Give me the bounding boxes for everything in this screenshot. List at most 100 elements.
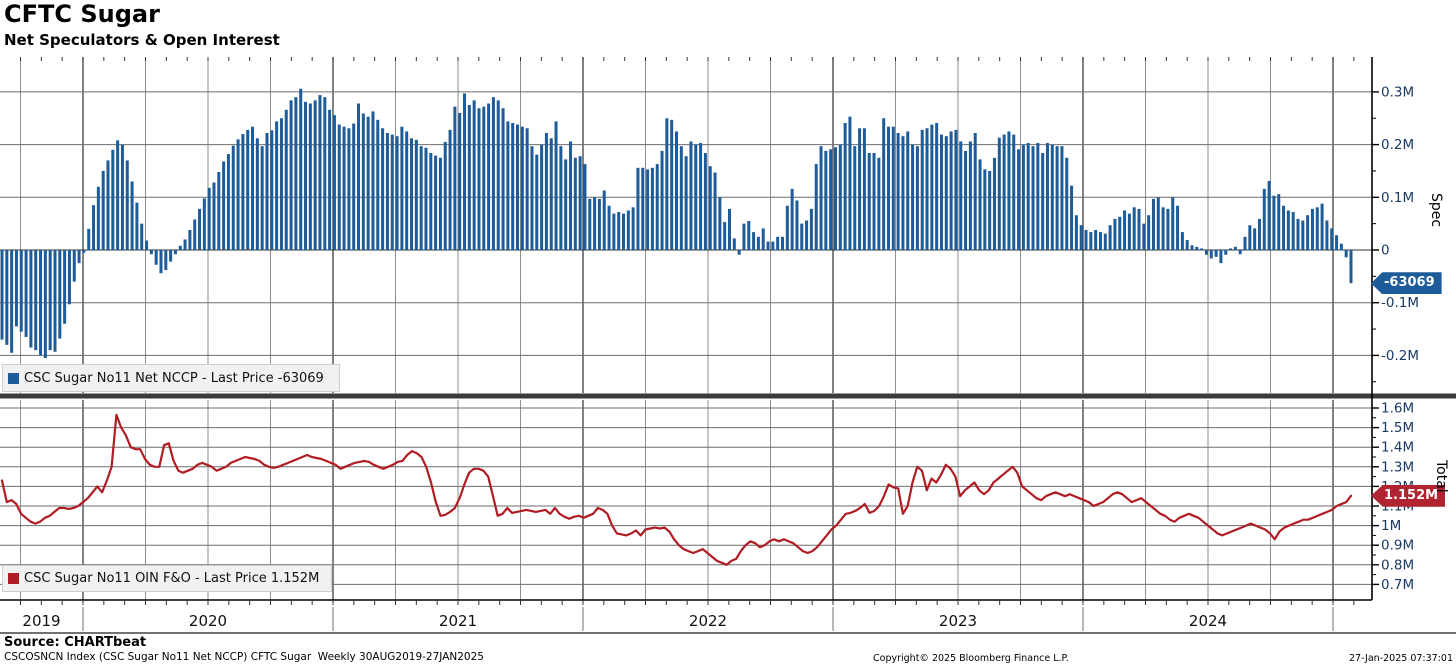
net-position-bar bbox=[1151, 198, 1155, 250]
net-position-bar bbox=[366, 116, 370, 250]
net-position-bar bbox=[1132, 207, 1136, 250]
net-position-bar bbox=[24, 250, 28, 337]
legend-net-nccp[interactable]: CSC Sugar No11 Net NCCP - Last Price -63… bbox=[2, 364, 340, 392]
net-position-bar bbox=[805, 220, 809, 250]
net-position-bar bbox=[997, 137, 1001, 250]
axis-tick-label: 1M bbox=[1381, 518, 1401, 534]
net-position-bar bbox=[809, 208, 813, 250]
net-position-bar bbox=[43, 250, 47, 359]
net-position-bar bbox=[728, 208, 731, 250]
net-position-bar bbox=[385, 133, 389, 250]
net-position-bar bbox=[983, 169, 987, 250]
net-position-bar bbox=[901, 136, 905, 250]
net-position-bar bbox=[636, 167, 640, 250]
net-position-bar bbox=[516, 124, 520, 250]
net-position-bar bbox=[1204, 250, 1208, 255]
net-position-bar bbox=[275, 121, 279, 250]
net-position-bar bbox=[1195, 246, 1199, 250]
net-position-bar bbox=[853, 146, 857, 250]
net-position-bar bbox=[236, 139, 240, 250]
net-position-bar bbox=[313, 100, 317, 250]
net-position-bar bbox=[226, 154, 230, 250]
net-position-bar bbox=[246, 129, 250, 250]
net-position-bar bbox=[491, 97, 495, 250]
net-position-bar bbox=[318, 95, 322, 250]
net-position-bar bbox=[641, 167, 645, 250]
net-position-bar bbox=[477, 108, 481, 251]
net-position-bar bbox=[323, 97, 327, 250]
year-label: 2023 bbox=[939, 612, 977, 630]
net-position-bar bbox=[1142, 223, 1146, 250]
net-position-bar bbox=[400, 126, 404, 250]
net-position-bar bbox=[48, 250, 52, 351]
net-position-bar bbox=[785, 205, 789, 250]
net-position-bar bbox=[1041, 153, 1045, 250]
net-position-bar bbox=[622, 213, 625, 250]
net-position-bar bbox=[149, 250, 153, 255]
net-position-bar bbox=[106, 160, 110, 250]
net-position-bar bbox=[588, 198, 592, 250]
net-position-bar bbox=[973, 133, 977, 250]
net-position-bar bbox=[159, 250, 163, 274]
copyright-label: Copyright© 2025 Bloomberg Finance L.P. bbox=[873, 653, 1069, 664]
net-position-bar bbox=[906, 131, 910, 251]
net-position-bar bbox=[77, 250, 81, 264]
net-position-bar bbox=[1325, 220, 1329, 250]
net-position-bar bbox=[178, 245, 182, 250]
net-position-bar bbox=[795, 200, 799, 250]
net-position-bar bbox=[1190, 245, 1194, 250]
net-position-bar bbox=[597, 198, 601, 250]
net-position-bar bbox=[1166, 208, 1170, 250]
net-position-bar bbox=[1050, 144, 1054, 250]
net-position-bar bbox=[1070, 185, 1074, 250]
net-position-bar bbox=[819, 146, 823, 250]
net-position-bar bbox=[1094, 229, 1098, 250]
legend-oin-fo[interactable]: CSC Sugar No11 OIN F&O - Last Price 1.15… bbox=[2, 565, 332, 592]
net-position-bar bbox=[920, 129, 924, 250]
net-position-bar bbox=[0, 250, 4, 340]
net-position-bar bbox=[116, 140, 120, 250]
net-position-bar bbox=[992, 157, 996, 250]
net-position-bar bbox=[1209, 250, 1213, 259]
net-position-bar bbox=[410, 138, 414, 250]
net-position-bar bbox=[511, 122, 515, 250]
net-position-bar bbox=[1282, 205, 1286, 250]
axis-tick-label: 0.8M bbox=[1381, 557, 1414, 573]
axis-tick-label: 1.3M bbox=[1381, 459, 1414, 475]
net-position-bar bbox=[294, 97, 298, 250]
net-position-bar bbox=[1084, 229, 1088, 250]
net-position-bar bbox=[583, 164, 587, 250]
net-position-bar bbox=[660, 150, 664, 250]
net-position-bar bbox=[183, 239, 187, 250]
net-position-bar bbox=[525, 128, 529, 250]
net-position-bar bbox=[501, 108, 505, 251]
net-position-bar bbox=[231, 145, 235, 250]
blue-series-swatch-icon bbox=[8, 372, 19, 384]
net-position-bar bbox=[833, 147, 837, 251]
net-position-bar bbox=[694, 144, 698, 250]
net-position-bar bbox=[593, 197, 597, 250]
net-position-bar bbox=[843, 122, 847, 250]
net-position-bar bbox=[675, 131, 678, 251]
year-label: 2019 bbox=[22, 612, 60, 630]
net-position-bar bbox=[544, 133, 548, 250]
net-position-bar bbox=[241, 134, 245, 250]
net-position-bar bbox=[800, 223, 804, 250]
net-position-bar bbox=[130, 181, 134, 250]
net-position-bar bbox=[125, 160, 129, 250]
net-position-bar bbox=[376, 119, 380, 250]
net-position-bar bbox=[255, 138, 259, 250]
net-position-bar bbox=[19, 250, 23, 332]
net-position-bar bbox=[82, 250, 86, 253]
net-position-bar bbox=[1291, 212, 1295, 250]
net-position-bar bbox=[814, 164, 818, 250]
net-position-bar bbox=[573, 157, 577, 250]
net-position-bar bbox=[260, 146, 264, 250]
net-position-bar bbox=[684, 156, 688, 250]
net-position-bar bbox=[357, 103, 361, 251]
net-position-bar bbox=[289, 100, 293, 250]
axis-tick-label: 1.5M bbox=[1381, 420, 1414, 436]
net-position-bar bbox=[270, 130, 274, 250]
axis-tick-label: -0.2M bbox=[1381, 348, 1419, 364]
